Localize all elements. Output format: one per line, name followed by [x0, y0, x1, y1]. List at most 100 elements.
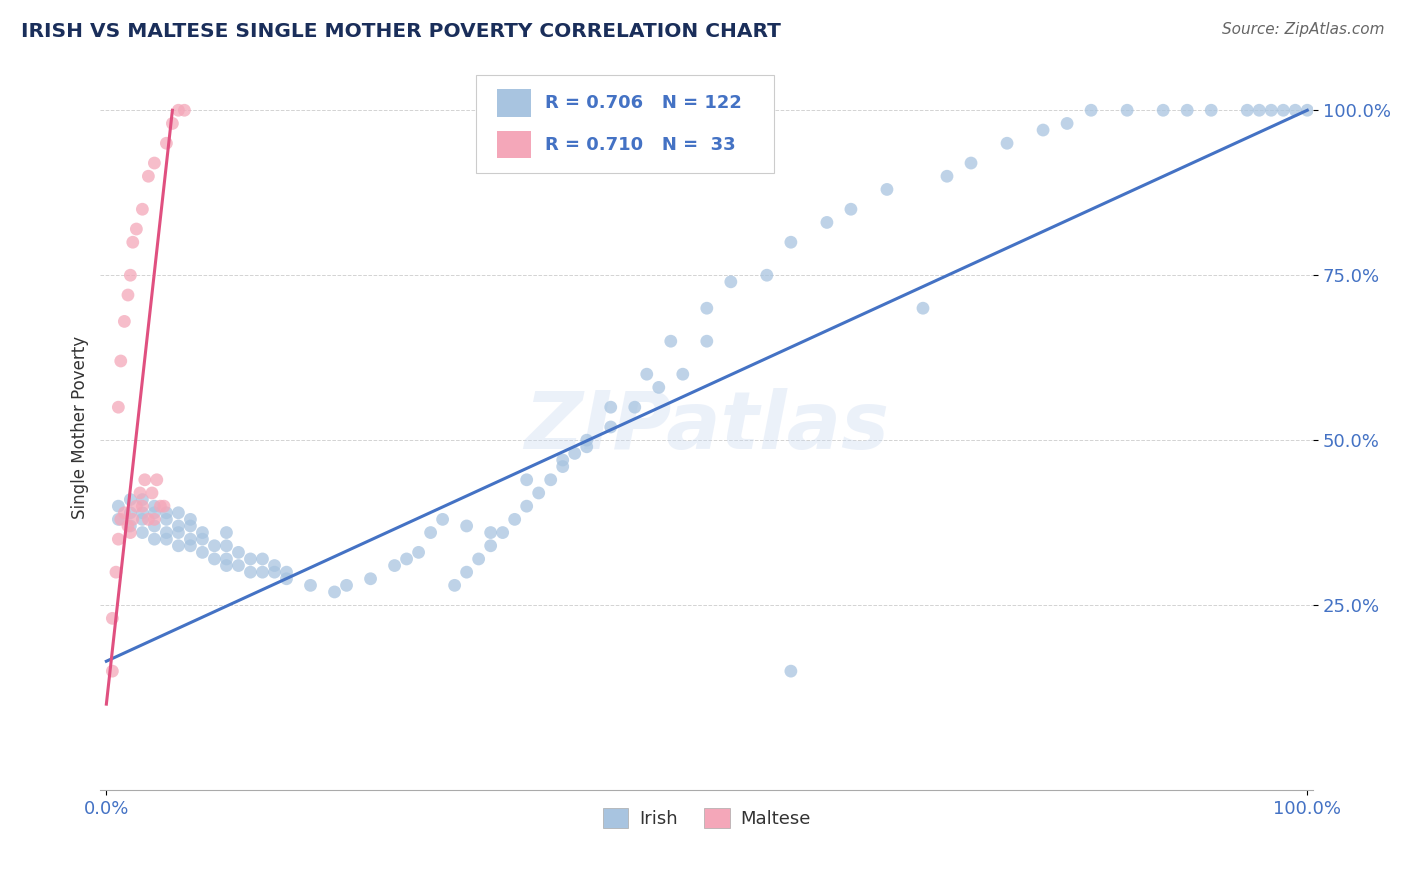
- Point: [131, 499, 153, 513]
- Point: [492, 525, 515, 540]
- Point: [659, 334, 682, 349]
- Point: [384, 558, 406, 573]
- Point: [696, 301, 718, 316]
- Point: [138, 169, 160, 184]
- Point: [120, 525, 142, 540]
- Point: [215, 552, 238, 566]
- Point: [167, 539, 190, 553]
- Point: [104, 565, 127, 579]
- Point: [839, 202, 862, 217]
- Point: [101, 611, 124, 625]
- Point: [780, 664, 803, 678]
- Point: [107, 512, 129, 526]
- Point: [876, 182, 898, 196]
- Point: [755, 268, 778, 283]
- FancyBboxPatch shape: [496, 131, 531, 159]
- Point: [672, 368, 695, 382]
- Point: [143, 519, 166, 533]
- Point: [252, 552, 274, 566]
- Point: [134, 473, 156, 487]
- Point: [1296, 103, 1319, 118]
- Point: [551, 459, 574, 474]
- Point: [110, 354, 132, 368]
- Point: [155, 506, 177, 520]
- Point: [167, 525, 190, 540]
- Point: [120, 492, 142, 507]
- Point: [228, 545, 250, 559]
- Point: [1032, 123, 1054, 137]
- Point: [179, 532, 201, 546]
- Point: [911, 301, 934, 316]
- Point: [179, 539, 201, 553]
- Point: [120, 506, 142, 520]
- Point: [117, 288, 139, 302]
- Point: [1236, 103, 1258, 118]
- Point: [239, 552, 262, 566]
- Point: [131, 512, 153, 526]
- Point: [125, 499, 148, 513]
- Point: [479, 525, 502, 540]
- Point: [575, 433, 598, 447]
- Point: [1272, 103, 1295, 118]
- Y-axis label: Single Mother Poverty: Single Mother Poverty: [72, 335, 89, 518]
- Point: [204, 539, 226, 553]
- Point: [408, 545, 430, 559]
- Point: [191, 532, 214, 546]
- Point: [155, 532, 177, 546]
- Point: [120, 268, 142, 283]
- Point: [780, 235, 803, 250]
- Point: [155, 512, 177, 526]
- Point: [815, 215, 838, 229]
- Point: [143, 512, 166, 526]
- Point: [131, 506, 153, 520]
- Point: [636, 368, 658, 382]
- Point: [155, 525, 177, 540]
- Point: [720, 275, 742, 289]
- Point: [516, 499, 538, 513]
- Point: [432, 512, 454, 526]
- Point: [228, 558, 250, 573]
- Point: [1056, 116, 1078, 130]
- Point: [153, 499, 176, 513]
- Text: R = 0.706   N = 122: R = 0.706 N = 122: [546, 95, 742, 112]
- Point: [107, 400, 129, 414]
- Point: [167, 519, 190, 533]
- Point: [191, 545, 214, 559]
- Point: [117, 519, 139, 533]
- Point: [167, 506, 190, 520]
- Point: [551, 453, 574, 467]
- Point: [204, 552, 226, 566]
- Point: [143, 506, 166, 520]
- Point: [215, 539, 238, 553]
- Point: [125, 222, 148, 236]
- Point: [146, 473, 169, 487]
- Point: [323, 585, 346, 599]
- FancyBboxPatch shape: [477, 75, 773, 173]
- Point: [131, 202, 153, 217]
- Point: [263, 558, 285, 573]
- Point: [467, 552, 489, 566]
- Point: [215, 525, 238, 540]
- Point: [112, 506, 135, 520]
- Point: [995, 136, 1018, 151]
- Point: [131, 492, 153, 507]
- Point: [112, 314, 135, 328]
- Point: [936, 169, 959, 184]
- Point: [101, 664, 124, 678]
- Point: [575, 440, 598, 454]
- Point: [1116, 103, 1139, 118]
- Point: [696, 334, 718, 349]
- Point: [110, 512, 132, 526]
- Point: [143, 532, 166, 546]
- Point: [395, 552, 418, 566]
- Point: [1284, 103, 1306, 118]
- Point: [263, 565, 285, 579]
- Point: [276, 572, 298, 586]
- Point: [456, 565, 478, 579]
- Point: [239, 565, 262, 579]
- Point: [129, 486, 152, 500]
- Point: [1249, 103, 1271, 118]
- Point: [564, 446, 586, 460]
- Point: [155, 136, 177, 151]
- Point: [121, 235, 143, 250]
